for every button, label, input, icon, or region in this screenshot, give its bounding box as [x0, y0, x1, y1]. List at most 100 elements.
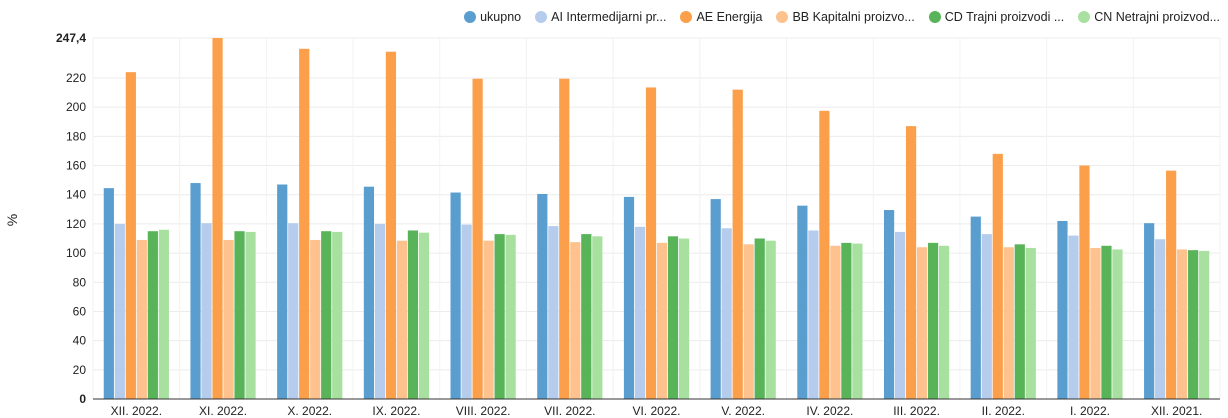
bar-2	[1166, 170, 1177, 399]
y-tick-label: 40	[73, 334, 87, 348]
bar-0	[797, 205, 808, 399]
legend-label: ukupno	[480, 10, 522, 24]
bar-4	[754, 238, 765, 399]
bar-2	[1079, 165, 1090, 399]
bar-0	[103, 188, 114, 399]
bar-3	[396, 240, 408, 399]
y-tick-label: 200	[66, 100, 86, 114]
legend-label: CD Trajni proizvodi ...	[944, 10, 1065, 24]
bar-1	[721, 228, 732, 399]
legend-item[interactable]: CD Trajni proizvodi ...	[928, 10, 1065, 24]
x-tick-label: VII. 2022.	[544, 404, 595, 418]
legend-label: AE Energija	[696, 10, 763, 24]
y-max-label: 247,4	[56, 31, 86, 45]
bar-3	[1090, 247, 1101, 399]
legend-label: AI Intermedijarni pr...	[551, 10, 667, 24]
bar-2	[212, 38, 223, 399]
legend-item[interactable]: AI Intermedijarni pr...	[535, 10, 666, 24]
y-tick-label: 220	[66, 71, 86, 85]
bar-2	[299, 48, 310, 399]
bar-1	[894, 231, 906, 399]
bar-4	[1014, 244, 1025, 399]
bar-1	[1068, 235, 1079, 399]
bar-1	[808, 230, 819, 399]
x-tick-label: II. 2022.	[982, 404, 1025, 418]
y-tick-label: 20	[73, 363, 87, 377]
legend-swatch-icon	[535, 11, 548, 23]
bar-4	[927, 242, 939, 399]
y-tick-label: 140	[66, 188, 86, 202]
x-tick-label: IX. 2022.	[372, 404, 420, 418]
bar-3	[830, 245, 841, 399]
bar-1	[114, 223, 125, 399]
bar-4	[494, 234, 505, 399]
y-tick-label: 100	[66, 246, 86, 260]
bar-4	[407, 230, 419, 399]
bar-0	[623, 196, 635, 399]
x-tick-label: III. 2022.	[893, 404, 940, 418]
bar-2	[992, 153, 1003, 399]
bar-2	[819, 110, 830, 399]
bar-5	[938, 245, 950, 399]
y-tick-label: 60	[73, 304, 87, 318]
bar-0	[450, 192, 461, 399]
bar-2	[905, 126, 917, 400]
bar-2	[732, 89, 743, 399]
x-tick-label: VIII. 2022.	[456, 404, 511, 418]
bar-2	[385, 51, 397, 399]
bar-5	[505, 234, 516, 399]
x-tick-label: IV. 2022.	[806, 404, 853, 418]
bar-5	[332, 231, 343, 399]
y-tick-label: 80	[73, 275, 87, 289]
bar-0	[883, 210, 895, 399]
bar-3	[1177, 249, 1188, 399]
bar-5	[1199, 250, 1210, 399]
x-tick-label: VI. 2022.	[632, 404, 680, 418]
legend-label: CN Netrajni proizvod...	[1094, 10, 1220, 24]
bar-4	[841, 242, 852, 399]
legend-item[interactable]: ukupno	[464, 10, 521, 24]
bar-3	[310, 239, 321, 399]
chart-legend: ukupno AI Intermedijarni pr... AE Energija…	[464, 10, 1220, 24]
bar-4	[1101, 245, 1112, 399]
bar-2	[559, 78, 570, 399]
bar-5	[1112, 249, 1123, 399]
bar-3	[136, 239, 147, 399]
legend-label: BB Kapitalni proizvo...	[792, 10, 915, 24]
bar-3	[1003, 247, 1014, 399]
bar-3	[223, 239, 234, 399]
bar-0	[190, 183, 201, 399]
bar-5	[678, 238, 690, 399]
bar-5	[418, 232, 430, 399]
bar-0	[1057, 220, 1068, 399]
bar-1	[548, 226, 559, 399]
bar-4	[321, 231, 332, 399]
bar-4	[147, 231, 158, 399]
y-tick-label: 0	[79, 392, 86, 406]
bar-1	[461, 224, 472, 399]
bar-1	[201, 223, 212, 399]
bar-5	[158, 229, 169, 399]
legend-swatch-icon	[928, 11, 941, 23]
legend-item[interactable]: BB Kapitalni proizvo...	[776, 10, 915, 24]
bar-0	[537, 193, 548, 399]
bar-0	[970, 216, 981, 399]
bar-1	[634, 226, 646, 399]
bar-0	[710, 199, 721, 399]
legend-item[interactable]: CN Netrajni proizvod...	[1078, 10, 1220, 24]
legend-item[interactable]: AE Energija	[680, 10, 762, 24]
bar-3	[483, 240, 494, 399]
bar-4	[234, 231, 245, 399]
bar-5	[245, 231, 256, 399]
bar-5	[765, 240, 776, 399]
bar-4	[667, 236, 679, 399]
bar-0	[1144, 223, 1155, 399]
bar-3	[916, 247, 928, 399]
bar-2	[645, 87, 657, 399]
bar-4	[581, 234, 592, 399]
bar-2	[472, 78, 483, 399]
x-tick-label: V. 2022.	[721, 404, 765, 418]
bar-1	[288, 223, 299, 399]
x-tick-label: XI. 2022.	[199, 404, 247, 418]
